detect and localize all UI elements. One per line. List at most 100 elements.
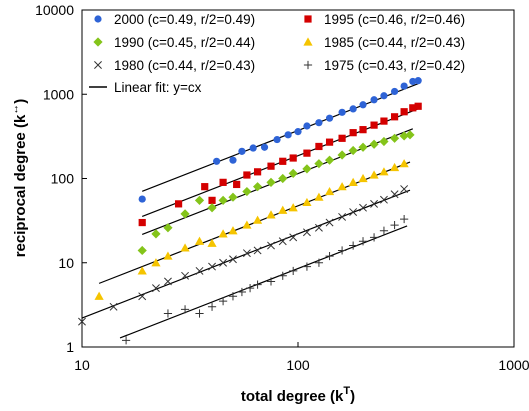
legend-label-3: 1990 (c=0.45, r/2=0.44) xyxy=(114,35,255,50)
data-point xyxy=(249,144,257,152)
data-point xyxy=(409,77,417,86)
data-point xyxy=(288,203,298,212)
data-point xyxy=(266,277,276,286)
data-point xyxy=(348,177,358,186)
data-point xyxy=(208,196,216,204)
legend-marker-1 xyxy=(94,15,102,23)
data-point xyxy=(228,226,238,235)
data-point xyxy=(194,236,205,245)
data-point xyxy=(243,171,251,179)
data-point xyxy=(180,209,190,219)
data-point xyxy=(302,262,312,271)
data-point xyxy=(278,205,288,214)
legend-label-2: 1995 (c=0.46, r/2=0.46) xyxy=(324,12,465,27)
data-point xyxy=(245,284,255,293)
y-axis-title: reciprocal degree (k↔) xyxy=(9,99,29,258)
data-point xyxy=(138,195,146,203)
data-point xyxy=(260,143,269,151)
data-point xyxy=(207,203,217,213)
data-point xyxy=(315,119,323,127)
data-point xyxy=(359,126,367,134)
data-point xyxy=(337,150,347,160)
data-point xyxy=(370,121,378,129)
data-point xyxy=(253,168,262,176)
data-point xyxy=(390,220,399,230)
legend-marker-3 xyxy=(93,37,103,47)
data-point xyxy=(219,258,228,267)
data-point xyxy=(390,190,399,199)
data-point xyxy=(219,178,227,186)
y-tick-label: 1 xyxy=(66,339,74,355)
data-point xyxy=(138,292,147,301)
data-point xyxy=(302,228,311,237)
data-point xyxy=(380,117,388,125)
data-point xyxy=(195,309,204,318)
y-tick-label: 1000 xyxy=(43,86,74,102)
data-point xyxy=(414,102,422,110)
data-point xyxy=(278,237,287,246)
data-point xyxy=(289,266,298,276)
data-point xyxy=(389,162,400,172)
data-point xyxy=(409,104,417,112)
data-point xyxy=(218,297,228,306)
data-point xyxy=(164,277,172,286)
x-tick-label: 10 xyxy=(74,357,90,373)
data-point xyxy=(302,164,312,174)
data-point xyxy=(325,218,334,227)
data-point xyxy=(399,159,409,168)
legend-label-5: 1980 (c=0.44, r/2=0.43) xyxy=(114,58,255,73)
series-6 xyxy=(121,214,409,345)
data-point xyxy=(121,336,131,345)
data-point xyxy=(370,96,378,104)
fit-line-6 xyxy=(119,225,408,339)
data-point xyxy=(242,186,252,197)
data-point xyxy=(389,133,400,143)
data-point xyxy=(242,249,251,258)
data-point xyxy=(78,317,86,326)
data-point xyxy=(302,197,312,207)
legend-marker-5 xyxy=(94,61,102,69)
data-point xyxy=(325,251,334,261)
data-point xyxy=(94,291,104,300)
data-point xyxy=(348,145,358,156)
data-point xyxy=(279,157,287,165)
data-point xyxy=(369,170,379,179)
data-point xyxy=(266,210,276,219)
data-point xyxy=(289,154,297,162)
data-point xyxy=(228,292,238,301)
data-point xyxy=(358,173,368,183)
data-point xyxy=(252,215,263,224)
data-point xyxy=(253,280,262,289)
data-point xyxy=(380,195,388,204)
data-point xyxy=(253,246,262,255)
data-point xyxy=(218,229,228,238)
data-point xyxy=(349,129,357,137)
data-point xyxy=(359,101,367,109)
data-point xyxy=(338,108,346,116)
data-point xyxy=(237,287,247,297)
data-point xyxy=(229,156,237,164)
data-point xyxy=(325,114,334,122)
data-point xyxy=(163,251,173,260)
data-point xyxy=(207,302,217,311)
data-point xyxy=(137,245,147,256)
data-point xyxy=(238,147,246,155)
x-tick-label: 1000 xyxy=(498,357,529,373)
fit-line-3 xyxy=(141,128,414,235)
data-point xyxy=(325,138,334,146)
data-point xyxy=(349,241,358,250)
data-point xyxy=(359,203,367,212)
data-point xyxy=(208,262,216,271)
data-point xyxy=(163,223,173,233)
data-point xyxy=(369,139,379,149)
legend-label-4: 1985 (c=0.44, r/2=0.43) xyxy=(324,35,465,50)
data-point xyxy=(266,177,276,187)
data-point xyxy=(267,241,275,250)
x-tick-label: 100 xyxy=(286,357,310,373)
data-point xyxy=(314,223,323,232)
legend-marker-6 xyxy=(303,60,313,70)
data-point xyxy=(370,199,379,208)
y-tick-label: 10000 xyxy=(35,2,74,18)
data-point xyxy=(163,309,173,318)
